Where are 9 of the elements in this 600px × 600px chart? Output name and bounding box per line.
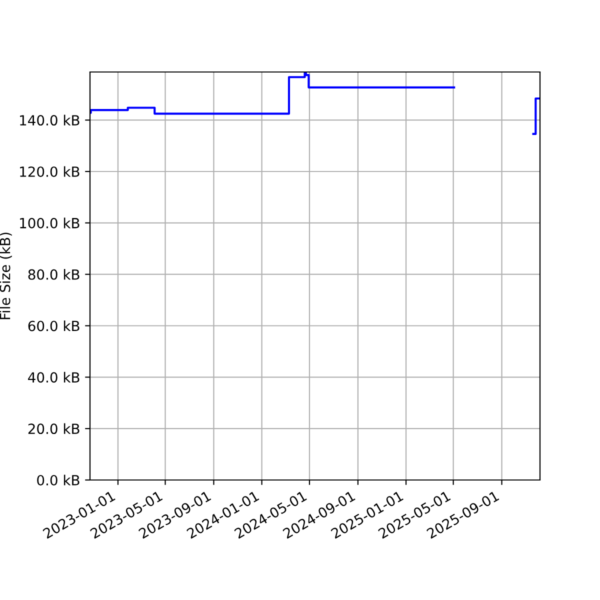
y-axis-title: File Size (kB) (0, 232, 12, 320)
y-tick-label: 60.0 kB (28, 320, 80, 332)
y-tick-label: 0.0 kB (37, 474, 80, 486)
y-tick-label: 20.0 kB (28, 423, 80, 434)
y-tick-label: 40.0 kB (28, 372, 80, 383)
y-tick-label: 140.0 kB (20, 114, 80, 126)
y-tick-label: 100.0 kB (20, 218, 80, 228)
y-tick-label: 80.0 kB (28, 269, 80, 280)
y-tick-label: 120.0 kB (20, 166, 80, 177)
